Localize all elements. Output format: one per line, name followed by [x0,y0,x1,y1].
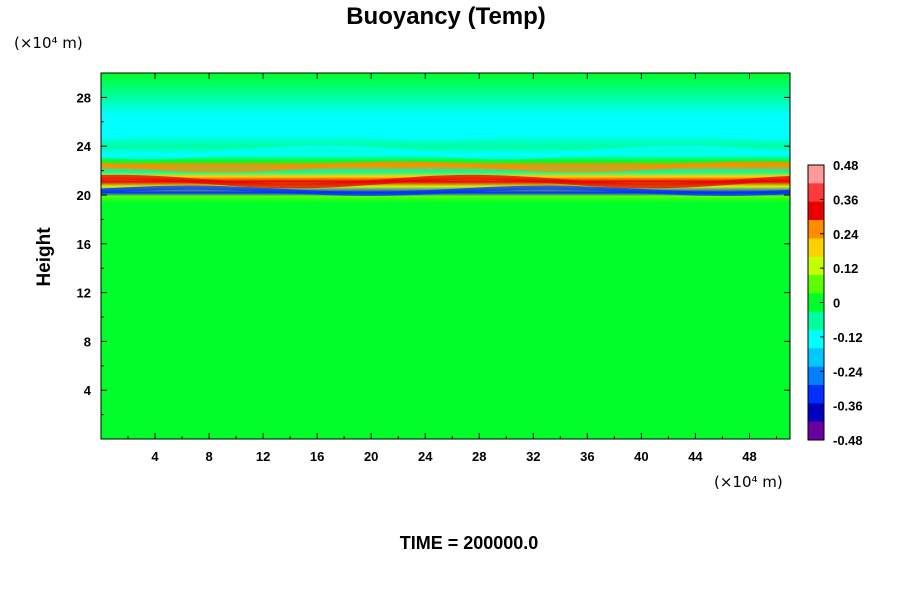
x-tick-label: 16 [310,449,324,464]
colorbar-segment [808,366,824,386]
colorbar-tick-label: 0 [833,296,840,311]
x-axis-ticks: 4 8 12 16 20 24 28 32 36 40 44 48 [127,73,777,464]
colorbar-segment [808,220,824,239]
colorbar-segment [808,293,824,313]
plot-frame [100,72,791,440]
x-tick-label: 40 [634,449,648,464]
x-tick-label: 36 [580,449,594,464]
x-tick-label: 8 [205,449,212,464]
colorbar-segment [808,311,824,331]
x-tick-label: 20 [364,449,378,464]
y-tick-label: 16 [77,237,91,252]
band-cyan-upper [101,122,790,141]
colorbar-tick-label: 0.48 [833,158,858,173]
colorbar-tick-label: -0.12 [833,330,863,345]
band-blue-trough [101,185,790,196]
band-red-crest [101,174,790,189]
x-tick-label: 48 [742,449,756,464]
colorbar-segment [808,201,824,221]
colorbar-tick-label: 0.12 [833,261,858,276]
y-tick-label: 4 [84,383,92,398]
band-overlays [101,122,790,196]
colorbar-segment [808,165,824,184]
colorbar-tick-label: -0.48 [833,433,863,448]
y-tick-label: 12 [77,286,91,301]
colorbar-tick-label: -0.36 [833,399,863,414]
band-upper-crest [101,161,790,173]
band-cyan-lower [101,145,790,160]
y-axis-ticks: 4 8 12 16 20 24 28 [77,90,790,416]
y-tick-label: 20 [77,188,91,203]
x-tick-label: 12 [256,449,270,464]
colorbar-segment [808,256,824,276]
colorbar-segment [808,348,824,368]
y-tick-label: 24 [77,139,92,154]
x-tick-label: 4 [151,449,159,464]
chart-title: Buoyancy (Temp) [346,3,546,30]
colorbar-segment [808,403,824,423]
colorbar-tick-label: 0.24 [833,227,859,242]
x-unit-label: (×10⁴ m) [714,473,783,491]
x-tick-label: 32 [526,449,540,464]
y-tick-label: 8 [84,334,91,349]
colorbar-tick-label: -0.24 [833,364,863,379]
x-tick-label: 28 [472,449,486,464]
y-unit-label: (×10⁴ m) [14,34,83,52]
time-label: TIME = 200000.0 [400,533,539,553]
colorbar-segment [808,275,824,294]
colorbar-segment [808,238,824,258]
colorbar-segment [808,385,824,404]
x-tick-label: 24 [418,449,433,464]
colorbar-segment [808,330,824,349]
y-axis-label: Height [34,227,55,287]
x-tick-label: 44 [688,449,703,464]
colorbar-segment [808,183,824,203]
colorbar: 0.48 0.36 0.24 0.12 0 -0.12 -0.24 -0.36 -0.48 [807,158,863,448]
y-tick-label: 28 [77,90,91,105]
heatmap-field [101,73,790,439]
plot-area [101,73,790,439]
colorbar-tick-label: 0.36 [833,192,858,207]
colorbar-segment [808,421,824,441]
